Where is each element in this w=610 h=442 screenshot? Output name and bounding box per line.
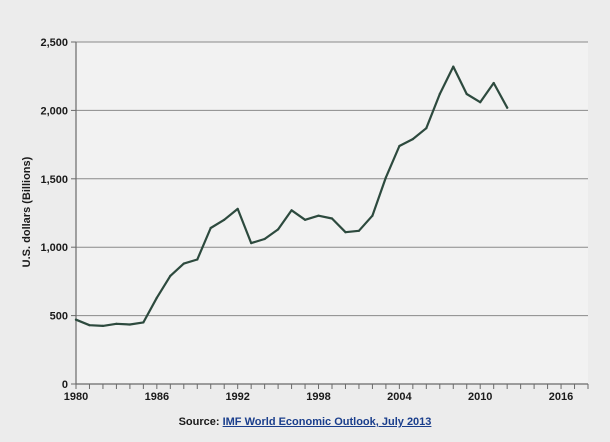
data-point-2009 [465, 92, 468, 96]
data-point-2001 [357, 229, 360, 232]
data-point-2006 [425, 127, 428, 130]
x-tick-label-1998: 1998 [306, 391, 330, 403]
data-point-1998 [317, 214, 320, 217]
source-prefix: Source: [178, 416, 223, 428]
data-point-1994 [263, 237, 266, 241]
data-point-1989 [196, 258, 199, 261]
data-point-1982 [101, 324, 104, 327]
data-point-2008 [452, 65, 455, 68]
plot-area [76, 42, 588, 384]
data-point-1984 [128, 323, 131, 326]
data-point-1995 [277, 228, 280, 231]
gridlines [76, 41, 588, 317]
data-point-1988 [182, 262, 185, 265]
data-point-1980 [74, 318, 78, 321]
y-axis-title: U.S. dollars (Billions) [21, 156, 33, 267]
y-tick-label-1000: 1,000 [40, 242, 68, 254]
data-point-2004 [398, 144, 401, 148]
x-tick-labels: 1980 1986 1992 1998 2004 2010 2016 [64, 391, 574, 403]
series-layer [74, 65, 509, 327]
data-point-2000 [344, 231, 347, 234]
data-point-2012 [506, 106, 509, 109]
data-point-2002 [371, 214, 374, 217]
y-tick-label-0: 0 [62, 379, 68, 391]
data-point-1992 [236, 207, 239, 210]
data-point-1997 [304, 218, 307, 221]
plot-background [76, 42, 588, 384]
x-tick-label-1986: 1986 [145, 391, 169, 403]
data-point-1991 [223, 218, 226, 221]
data-point-1983 [115, 322, 118, 325]
data-point-2010 [479, 101, 482, 104]
source-caption: Source: IMF World Economic Outlook, July… [0, 416, 610, 428]
x-tick-label-1980: 1980 [64, 391, 88, 403]
data-point-1985 [142, 321, 145, 324]
y-tick-labels: 0 500 1,000 1,500 2,000 2,500 [40, 37, 68, 391]
data-point-1987 [169, 274, 172, 277]
ticks [71, 41, 589, 389]
data-point-1986 [155, 296, 158, 299]
data-point-1981 [88, 324, 91, 327]
data-point-2007 [438, 92, 441, 96]
data-point-1993 [250, 242, 253, 245]
x-tick-label-2004: 2004 [387, 391, 412, 403]
y-tick-label-2000: 2,000 [40, 105, 68, 117]
y-tick-label-2500: 2,500 [40, 37, 68, 49]
data-point-1999 [330, 217, 334, 220]
data-point-1990 [209, 226, 212, 230]
data-point-2003 [384, 176, 387, 179]
x-tick-label-1992: 1992 [225, 391, 249, 403]
data-point-2011 [492, 81, 495, 85]
y-tick-label-500: 500 [50, 311, 68, 323]
x-tick-label-2016: 2016 [549, 391, 573, 403]
source-link[interactable]: IMF World Economic Outlook, July 2013 [222, 416, 432, 428]
data-point-1996 [290, 209, 293, 212]
x-tick-label-2010: 2010 [468, 391, 492, 403]
data-point-2005 [411, 138, 414, 141]
y-tick-label-1500: 1,500 [40, 174, 68, 186]
